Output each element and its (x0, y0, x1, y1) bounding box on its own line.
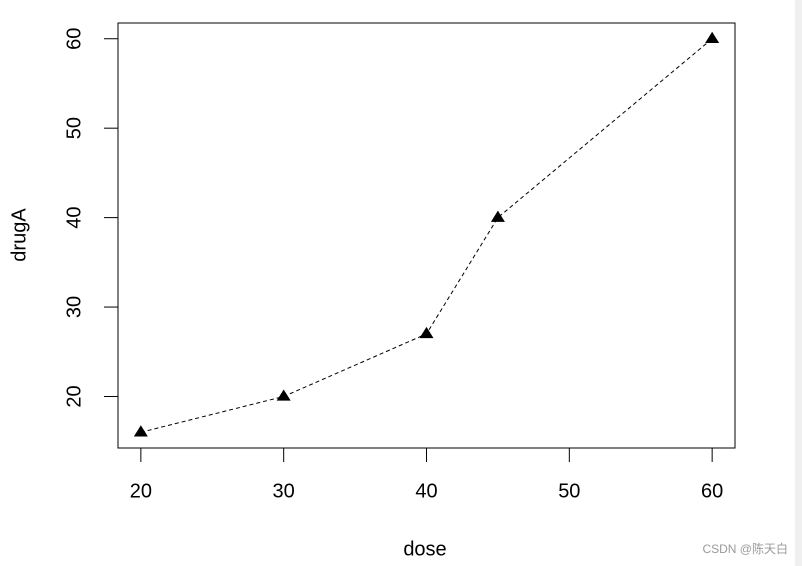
y-tick-label: 30 (63, 296, 85, 318)
y-tick-label: 60 (63, 28, 85, 50)
x-tick-label: 20 (130, 480, 152, 502)
x-tick-label: 50 (558, 480, 580, 502)
y-tick-label: 20 (63, 385, 85, 407)
edge-strip (795, 0, 802, 566)
point-marker (419, 326, 434, 339)
x-axis-label: dose (403, 538, 446, 560)
point-marker (705, 31, 720, 43)
point-marker (490, 210, 505, 222)
y-tick-label: 50 (63, 117, 85, 139)
point-marker (133, 425, 148, 437)
y-tick-label: 40 (63, 206, 85, 228)
watermark: CSDN @陈天白 (702, 541, 788, 556)
x-tick-label: 30 (273, 480, 295, 502)
y-axis-label: drugA (8, 208, 30, 262)
x-tick-label: 40 (415, 480, 437, 502)
point-marker (276, 389, 291, 401)
x-tick-label: 60 (701, 480, 723, 502)
